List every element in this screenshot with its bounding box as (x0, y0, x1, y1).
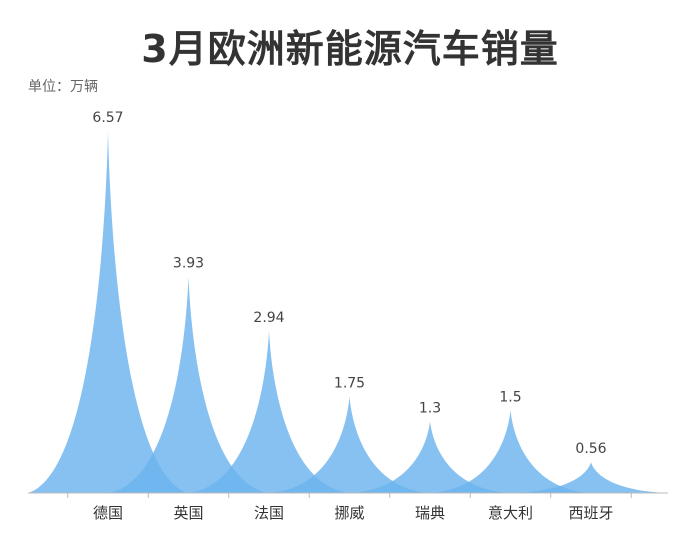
spike-mark-1 (108, 276, 269, 493)
unit-label: 单位：万辆 (28, 79, 98, 95)
spike-mark-6 (511, 462, 671, 493)
label-layer: 6.57 德国 3.93 英国 2.94 法国 1.75 挪威 1.3 瑞典 1.5 意大利 0.56 西… (92, 110, 613, 522)
spike-mark-5 (430, 410, 591, 493)
value-label-5: 1.5 (499, 389, 521, 405)
value-label-3: 1.75 (334, 376, 365, 392)
value-label-4: 1.3 (419, 400, 441, 416)
chart-title: 3月欧洲新能源汽车销量 (141, 27, 559, 71)
x-axis (28, 492, 668, 498)
category-label-3: 挪威 (334, 504, 364, 522)
value-label-1: 3.93 (173, 255, 204, 271)
category-label-4: 瑞典 (415, 504, 445, 522)
spike-mark-2 (189, 331, 349, 493)
value-label-0: 6.57 (92, 110, 123, 126)
category-label-6: 西班牙 (568, 504, 613, 522)
category-label-0: 德国 (93, 504, 123, 522)
spike-layer (28, 131, 671, 493)
value-label-6: 0.56 (575, 441, 606, 457)
value-label-2: 2.94 (253, 310, 284, 326)
category-label-2: 法国 (254, 504, 284, 522)
category-label-1: 英国 (173, 504, 203, 522)
spike-mark-3 (269, 396, 430, 493)
spike-mark-4 (350, 421, 510, 493)
category-label-5: 意大利 (488, 504, 533, 522)
spike-mark-0 (28, 131, 188, 493)
